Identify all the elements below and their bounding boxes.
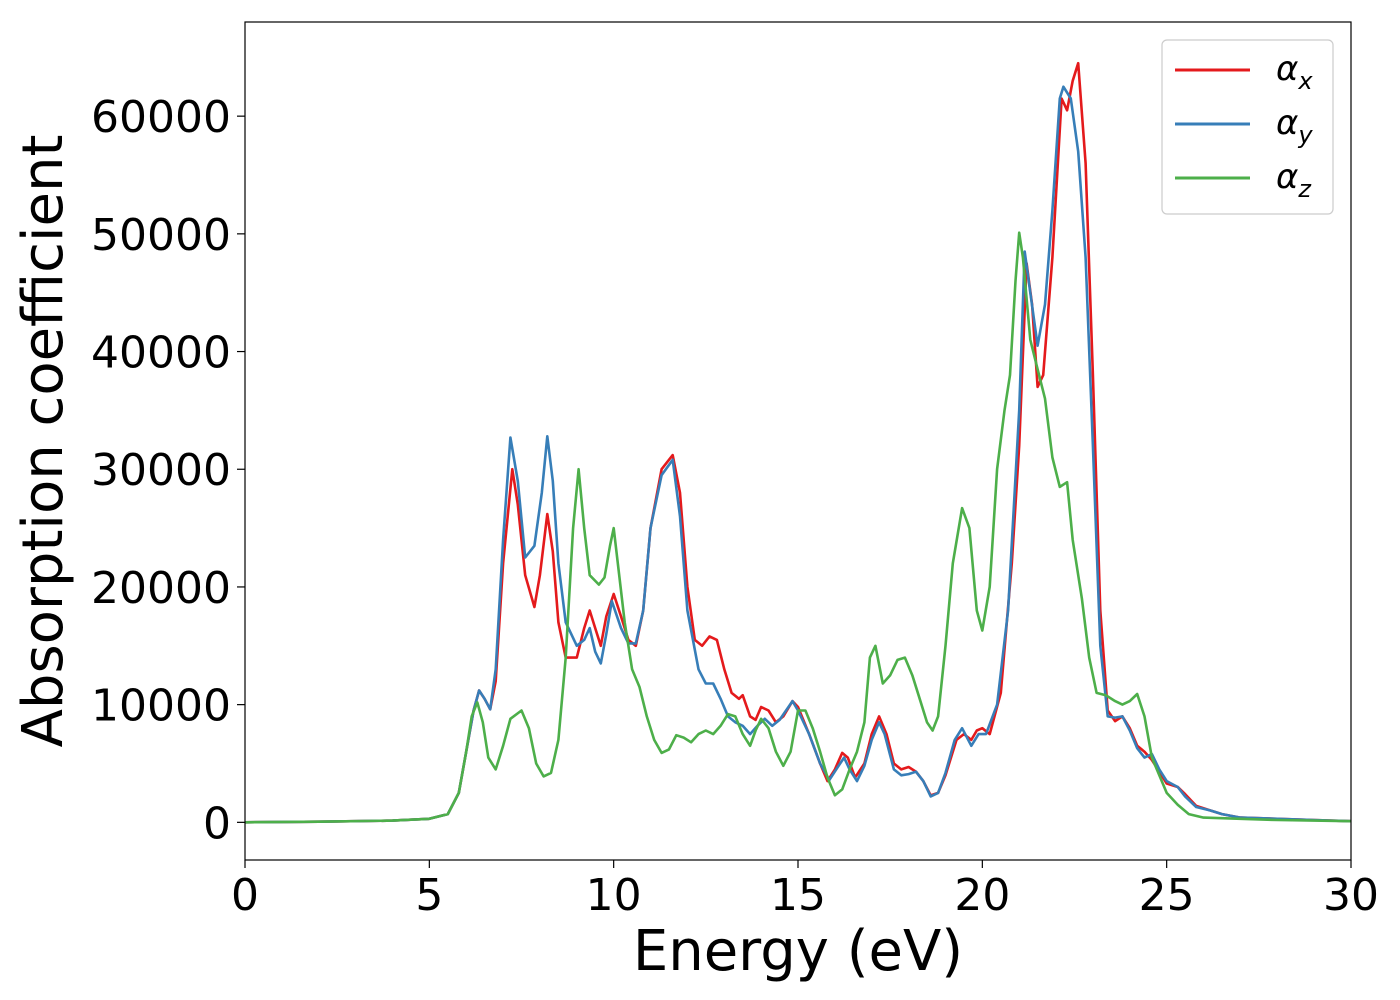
y-tick-labels: 0 10000 20000 30000 40000 50000 60000 [91,92,231,849]
x-tick-labels: 0 5 10 15 20 25 30 [231,870,1379,921]
legend-label-alpha-y: αy [1276,103,1313,149]
legend-symbol: α [1276,103,1298,143]
y-tick-label: 50000 [91,210,231,261]
x-tick-label: 25 [1139,870,1195,921]
y-tick-label: 30000 [91,445,231,496]
x-axis-label: Energy (eV) [633,919,963,984]
series-lines [244,61,1352,824]
x-tick-label: 15 [770,870,826,921]
y-tick-label: 40000 [91,328,231,379]
y-tick-label: 0 [203,798,231,849]
legend-subscript: x [1297,67,1313,95]
x-tick-label: 0 [231,870,259,921]
plot-area-frame [244,21,1352,861]
legend-symbol: α [1276,157,1298,197]
series-line-alpha-z [244,231,1352,824]
legend-symbol: α [1276,49,1298,89]
legend-subscript: z [1297,175,1312,203]
y-tick-label: 10000 [91,681,231,732]
x-tick-label: 20 [954,870,1010,921]
x-tick-label: 30 [1323,870,1379,921]
legend-label-alpha-x: αx [1276,49,1313,95]
legend-subscript: y [1297,121,1313,149]
tick-marks [237,115,1352,868]
x-tick-label: 5 [415,870,443,921]
legend-label-alpha-z: αz [1276,157,1312,203]
y-tick-label: 60000 [91,92,231,143]
y-axis-label: Absorption coefficient [11,135,76,748]
y-tick-label: 20000 [91,563,231,614]
x-tick-label: 10 [586,870,642,921]
legend-box [1161,39,1334,215]
